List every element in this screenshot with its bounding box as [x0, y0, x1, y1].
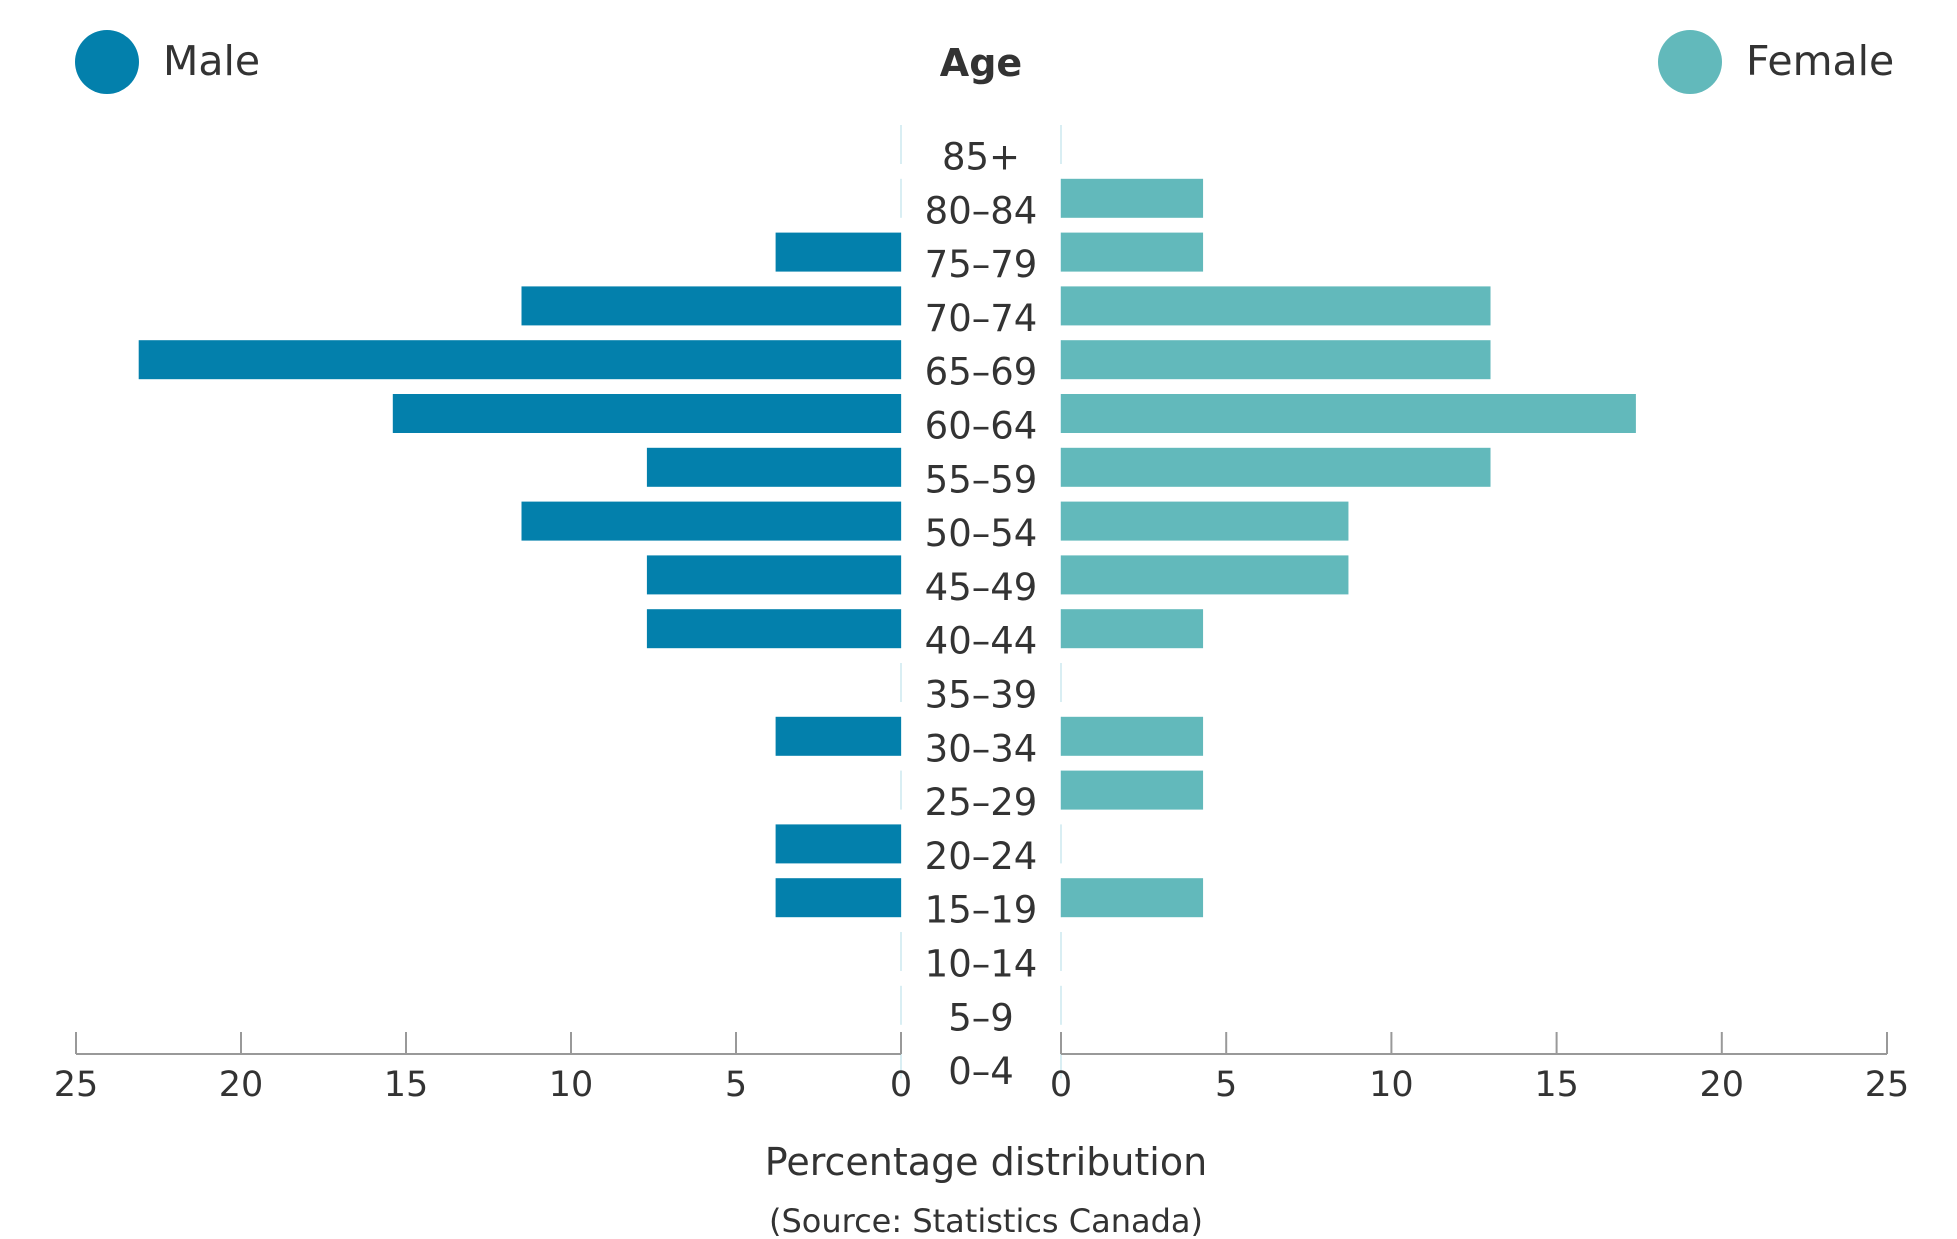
age-group-label: 5–9	[948, 996, 1014, 1039]
x-tick-label: 15	[384, 1065, 429, 1105]
female-bars	[1060, 125, 1636, 1079]
x-tick-label: 15	[1534, 1065, 1579, 1105]
age-group-label: 45–49	[925, 566, 1038, 609]
age-group-label: 65–69	[925, 351, 1038, 394]
female-bar	[1061, 447, 1491, 487]
male-bar	[646, 609, 901, 649]
male-bar	[138, 340, 901, 380]
x-tick-label: 0	[890, 1065, 912, 1105]
female-bar	[1061, 878, 1204, 918]
female-bar	[1061, 770, 1204, 810]
legend-male: Male	[75, 30, 260, 94]
female-bar	[1061, 394, 1636, 433]
male-bar	[521, 501, 901, 541]
legend-female: Female	[1658, 30, 1894, 94]
x-tick-label: 5	[1215, 1065, 1237, 1105]
x-tick-label: 25	[54, 1065, 99, 1105]
male-bar	[775, 824, 901, 864]
female-bar	[1061, 609, 1204, 649]
age-group-label: 15–19	[925, 889, 1038, 932]
age-group-label: 0–4	[948, 1050, 1014, 1093]
x-tick-label: 25	[1865, 1065, 1910, 1105]
age-labels: 85+ 80–84 75–79 70–74 65–69 60–64 55–59 50–54 45…	[925, 136, 1038, 1094]
age-group-label: 85+	[942, 136, 1020, 179]
x-axis-title: Percentage distribution	[765, 1140, 1207, 1184]
age-group-label: 55–59	[925, 458, 1038, 501]
x-tick-label: 20	[219, 1065, 264, 1105]
legend-female-swatch	[1658, 30, 1722, 94]
age-axis-title: Age	[940, 41, 1022, 85]
source-note: (Source: Statistics Canada)	[769, 1202, 1203, 1239]
legend-male-swatch	[75, 30, 139, 94]
age-group-label: 10–14	[925, 943, 1038, 986]
age-group-label: 60–64	[925, 405, 1038, 448]
age-group-label: 20–24	[925, 835, 1038, 878]
female-bar	[1061, 501, 1349, 541]
female-bar	[1061, 716, 1204, 756]
age-group-label: 75–79	[925, 243, 1038, 286]
x-axes: 25 20 15 10 5 0 0 5 10 15 20 25	[54, 1032, 1910, 1105]
x-tick-label: 10	[1369, 1065, 1414, 1105]
female-bar	[1061, 340, 1491, 380]
age-group-label: 50–54	[925, 512, 1038, 555]
age-group-label: 40–44	[925, 620, 1038, 663]
male-bar	[521, 286, 901, 326]
male-bar	[775, 878, 901, 918]
age-group-label: 30–34	[925, 727, 1038, 770]
male-bar	[646, 447, 901, 487]
x-tick-label: 5	[725, 1065, 747, 1105]
male-bars	[138, 125, 902, 1079]
age-group-label: 35–39	[925, 674, 1038, 717]
male-bar	[775, 716, 901, 756]
male-bar	[646, 555, 901, 595]
legend-male-label: Male	[163, 37, 260, 85]
female-bar	[1061, 555, 1349, 595]
female-bar	[1061, 232, 1204, 272]
male-bar	[775, 232, 901, 272]
female-bar	[1061, 286, 1491, 326]
age-group-label: 70–74	[925, 297, 1038, 340]
x-tick-label: 10	[549, 1065, 594, 1105]
legend-female-label: Female	[1746, 37, 1894, 85]
age-group-label: 25–29	[925, 781, 1038, 824]
x-tick-label: 20	[1700, 1065, 1745, 1105]
male-bar	[392, 394, 901, 433]
age-group-label: 80–84	[925, 189, 1038, 232]
x-tick-label: 0	[1050, 1065, 1072, 1105]
female-bar	[1061, 178, 1204, 218]
